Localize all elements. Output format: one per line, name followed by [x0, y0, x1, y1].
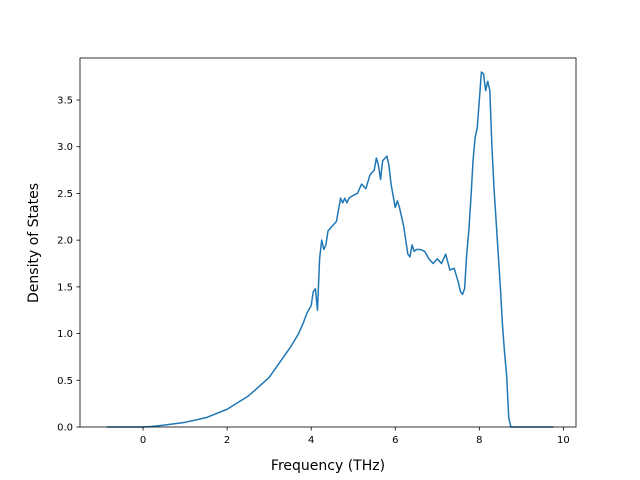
x-tick-label: 2 [224, 435, 230, 446]
y-tick-label: 2.0 [57, 236, 73, 247]
axes: 0 2 4 6 8 10 0.0 0.5 1.0 1.5 2.0 2.5 3.0 3.5 [57, 57, 577, 446]
x-tick-label: 0 [140, 435, 146, 446]
plot-area [106, 71, 554, 428]
series-line-0 [106, 71, 554, 428]
y-tick-label: 0.0 [57, 423, 73, 434]
y-tick-label: 2.5 [57, 189, 73, 200]
axes-frame [79, 57, 577, 428]
y-tick-label: 3.0 [57, 142, 73, 153]
x-tick-label: 8 [476, 435, 482, 446]
y-tick-label: 3.5 [57, 96, 73, 107]
y-axis-title: Density of States [26, 183, 42, 303]
x-axis-title: Frequency (THz) [271, 458, 385, 474]
y-tick-label: 1.5 [57, 282, 73, 293]
x-tick-label: 10 [557, 435, 570, 446]
x-tick-label: 6 [392, 435, 398, 446]
y-tick-label: 0.5 [57, 376, 73, 387]
x-tick-label: 4 [308, 435, 314, 446]
y-tick-label: 1.0 [57, 329, 73, 340]
